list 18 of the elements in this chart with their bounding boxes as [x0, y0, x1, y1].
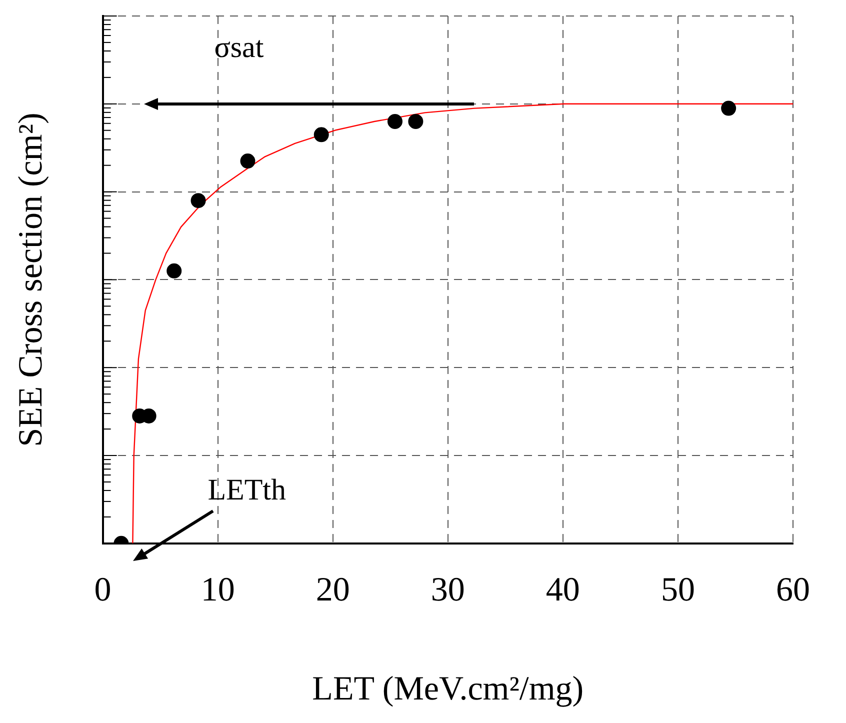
x-tick-label: 40	[546, 572, 580, 609]
x-tick-label: 30	[430, 572, 465, 609]
point	[408, 114, 424, 129]
y-axis-title: SEE Cross section (cm²)	[12, 112, 50, 447]
x-tick-label: 0	[94, 572, 112, 609]
point	[190, 193, 206, 208]
x-axis-title: LET (MeV.cm²/mg)	[312, 670, 584, 708]
x-tick-label: 20	[316, 572, 350, 609]
point	[240, 154, 256, 169]
text: σsat	[214, 30, 264, 64]
point	[387, 114, 402, 129]
x-tick-label: 10	[200, 572, 235, 609]
annotation: LETth	[208, 473, 286, 506]
point	[721, 100, 736, 116]
x-tick-label: 60	[776, 572, 810, 609]
point	[314, 127, 329, 142]
x-tick-label: 50	[660, 572, 695, 609]
point	[166, 263, 182, 278]
